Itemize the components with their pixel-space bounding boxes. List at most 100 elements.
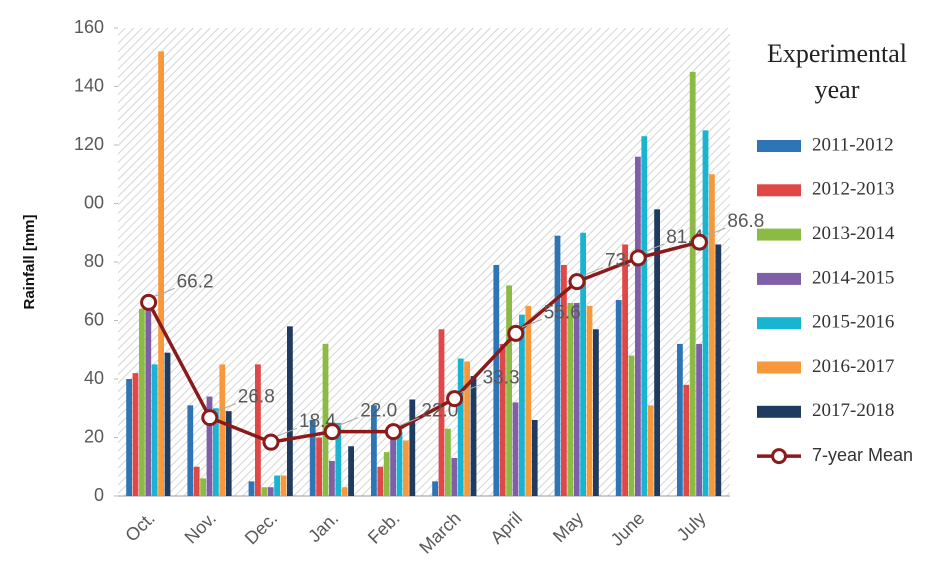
leader-line — [582, 267, 604, 277]
bar — [390, 437, 396, 496]
bar — [628, 355, 635, 496]
bar — [457, 358, 464, 496]
bar — [164, 352, 171, 496]
y-tick-label: 00 — [84, 192, 104, 212]
leader-line — [644, 243, 665, 253]
mean-marker — [507, 324, 525, 342]
bar — [464, 361, 470, 496]
mean-marker — [201, 409, 219, 427]
legend-label: 2011-2012 — [812, 134, 894, 155]
bar — [499, 343, 506, 496]
bar — [554, 235, 561, 497]
bar — [470, 376, 477, 496]
bar — [274, 475, 280, 496]
bar — [531, 419, 538, 496]
bar — [132, 373, 139, 496]
bar — [709, 174, 715, 496]
bar — [151, 364, 158, 496]
bar — [573, 302, 580, 496]
data-label: 33.3 — [483, 368, 520, 389]
bar — [451, 457, 458, 496]
bar — [145, 302, 152, 496]
bar — [689, 71, 696, 496]
bar — [280, 475, 287, 496]
bar — [647, 405, 654, 496]
bar — [316, 437, 322, 496]
bar — [654, 209, 660, 496]
bar — [567, 302, 574, 496]
mean-marker — [629, 249, 647, 267]
y-tick-label: 80 — [84, 251, 104, 271]
legend-label: 2017-2018 — [812, 400, 894, 421]
bar — [696, 343, 702, 496]
data-label: 26.8 — [238, 387, 275, 408]
bar — [309, 419, 316, 496]
y-tick-label: 20 — [84, 426, 104, 446]
legend-swatch — [757, 272, 801, 285]
legend-swatch — [757, 361, 801, 374]
legend-label: 2016-2017 — [812, 356, 894, 377]
y-tick-label: 40 — [84, 368, 104, 388]
y-tick-label: 0 — [94, 485, 104, 505]
bar — [615, 300, 622, 496]
bar — [586, 305, 593, 496]
data-label: 66.2 — [177, 271, 214, 292]
y-tick-label: 160 — [74, 17, 104, 37]
y-tick-label: 120 — [74, 134, 104, 154]
bar — [641, 136, 648, 496]
bar — [580, 232, 586, 496]
bar — [206, 396, 213, 496]
bar — [329, 460, 335, 496]
data-label: 86.8 — [727, 211, 764, 232]
bar — [193, 466, 200, 496]
leader-line — [460, 384, 481, 394]
x-tick-label: Feb. — [364, 508, 404, 548]
bar — [322, 343, 329, 496]
bar — [219, 364, 226, 496]
mean-line — [147, 240, 700, 444]
x-tick-label: July — [673, 508, 710, 545]
legend-label: 2015-2016 — [812, 312, 894, 333]
y-tick-label: 140 — [74, 75, 104, 95]
legend-label: 2012-2013 — [812, 179, 894, 200]
bar — [683, 384, 690, 496]
bar — [677, 343, 683, 496]
leader-line — [154, 287, 175, 297]
bar — [432, 481, 438, 496]
legend-label: 2013-2014 — [812, 223, 895, 244]
legend-swatch — [757, 317, 801, 330]
leader-line — [705, 227, 726, 237]
bar — [445, 428, 451, 496]
bar — [525, 305, 532, 496]
bar — [213, 408, 219, 496]
bar — [383, 452, 390, 496]
bar — [341, 487, 348, 496]
bar — [635, 156, 641, 496]
bar — [593, 329, 599, 496]
x-tick-label: Nov. — [181, 508, 220, 547]
bar — [248, 481, 255, 496]
legend-title: Experimental year — [766, 39, 908, 104]
bar — [438, 329, 445, 496]
bar — [377, 466, 384, 496]
legend-swatch — [757, 140, 801, 152]
mean-marker — [323, 423, 341, 441]
bar — [225, 411, 232, 496]
x-tick-label: March — [415, 508, 465, 558]
mean-marker — [446, 390, 464, 408]
bar — [200, 478, 206, 496]
mean-marker — [140, 293, 158, 311]
bar — [255, 364, 261, 496]
x-tick-label: Oct. — [121, 508, 158, 545]
leader-line — [215, 403, 236, 413]
x-tick-label: May — [549, 508, 587, 546]
legend-label: 7-year Mean — [812, 445, 913, 465]
bar — [139, 308, 145, 496]
bar — [126, 379, 132, 496]
x-tick-label: April — [486, 508, 526, 548]
bar — [715, 244, 722, 496]
y-tick-label: 60 — [84, 309, 104, 329]
bar — [493, 264, 500, 496]
leader-line — [338, 417, 359, 427]
